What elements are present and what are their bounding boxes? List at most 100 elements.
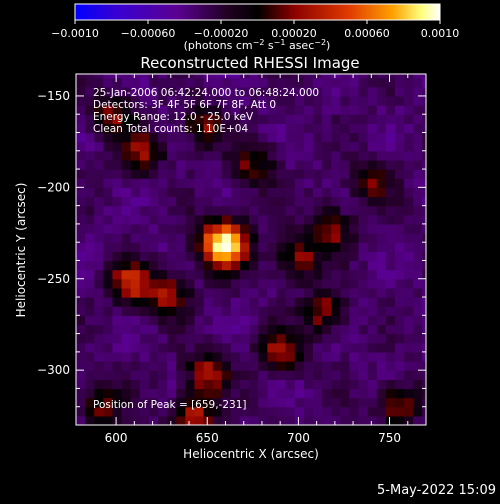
heatmap-cell [240,416,250,426]
heatmap-cell [267,169,277,179]
heatmap-cell [112,279,122,289]
heatmap-cell [103,260,113,270]
heatmap-cell [76,105,86,115]
heatmap-cell [286,206,296,216]
heatmap-cell [240,370,250,380]
heatmap-cell [222,215,232,225]
heatmap-cell [304,370,314,380]
heatmap-cell [413,352,423,362]
heatmap-cell [359,260,369,270]
heatmap-cell [140,196,150,206]
heatmap-cell [167,242,177,252]
info-line-detectors: Detectors: 3F 4F 5F 6F 7F 8F, Att 0 [93,99,276,111]
heatmap-cell [422,133,432,143]
heatmap-cell [386,306,396,316]
heatmap-cell [240,196,250,206]
heatmap-cell [331,169,341,179]
heatmap-cell [112,361,122,371]
heatmap-cell [122,416,132,426]
heatmap-cell [286,324,296,334]
heatmap-cell [422,379,432,389]
heatmap-cell [422,114,432,124]
heatmap-cell [331,315,341,325]
heatmap-cell [286,142,296,152]
heatmap-cell [249,178,259,188]
heatmap-cell [194,416,204,426]
heatmap-cell [368,388,378,398]
heatmap-cell [304,343,314,353]
x-tick-label: 600 [105,431,128,445]
heatmap-cell [194,270,204,280]
heatmap-cell [340,151,350,161]
heatmap-cell [204,370,214,380]
heatmap-cell [140,251,150,261]
heatmap-cell [377,315,387,325]
heatmap-cell [395,315,405,325]
heatmap-cell [286,398,296,408]
heatmap-cell [295,133,305,143]
heatmap-cell [167,288,177,298]
heatmap-cell [368,343,378,353]
heatmap-cell [386,416,396,426]
heatmap-cell [85,78,95,88]
heatmap-cell [158,352,168,362]
heatmap-cell [213,224,223,234]
heatmap-cell [149,288,159,298]
heatmap-cell [286,334,296,344]
heatmap-cell [377,352,387,362]
heatmap-cell [149,324,159,334]
heatmap-cell [76,187,86,197]
heatmap-cell [158,279,168,289]
heatmap-cell [131,306,141,316]
heatmap-cell [386,388,396,398]
heatmap-cell [322,388,332,398]
heatmap-cell [103,270,113,280]
heatmap-cell [359,379,369,389]
heatmap-cell [176,251,186,261]
heatmap-cell [267,133,277,143]
heatmap-cell [340,242,350,252]
heatmap-cell [313,279,323,289]
heatmap-cell [249,169,259,179]
heatmap-cell [368,123,378,133]
heatmap-cell [194,196,204,206]
heatmap-cell [85,416,95,426]
heatmap-cell [231,78,241,88]
heatmap-cell [112,379,122,389]
heatmap-cell [167,388,177,398]
heatmap-cell [413,233,423,243]
heatmap-cell [112,233,122,243]
heatmap-cell [185,279,195,289]
heatmap-cell [240,160,250,170]
heatmap-cell [349,206,359,216]
heatmap-cell [422,260,432,270]
heatmap-cell [258,114,268,124]
heatmap-cell [422,334,432,344]
heatmap-cell [359,297,369,307]
heatmap-cell [377,370,387,380]
heatmap-cell [386,114,396,124]
heatmap-cell [377,288,387,298]
heatmap-cell [140,297,150,307]
heatmap-cell [377,361,387,371]
heatmap-cell [413,324,423,334]
heatmap-cell [413,169,423,179]
heatmap-cell [213,78,223,88]
heatmap-cell [213,151,223,161]
heatmap-cell [112,224,122,234]
heatmap-cell [94,352,104,362]
heatmap-cell [340,398,350,408]
heatmap-cell [204,178,214,188]
heatmap-cell [349,169,359,179]
heatmap-cell [140,324,150,334]
heatmap-cell [286,251,296,261]
heatmap-cell [122,142,132,152]
heatmap-cell [204,379,214,389]
heatmap-cell [158,361,168,371]
heatmap-cell [240,78,250,88]
heatmap-cell [176,78,186,88]
heatmap-cell [185,160,195,170]
heatmap-cell [185,270,195,280]
heatmap-cell [368,334,378,344]
heatmap-cell [349,288,359,298]
